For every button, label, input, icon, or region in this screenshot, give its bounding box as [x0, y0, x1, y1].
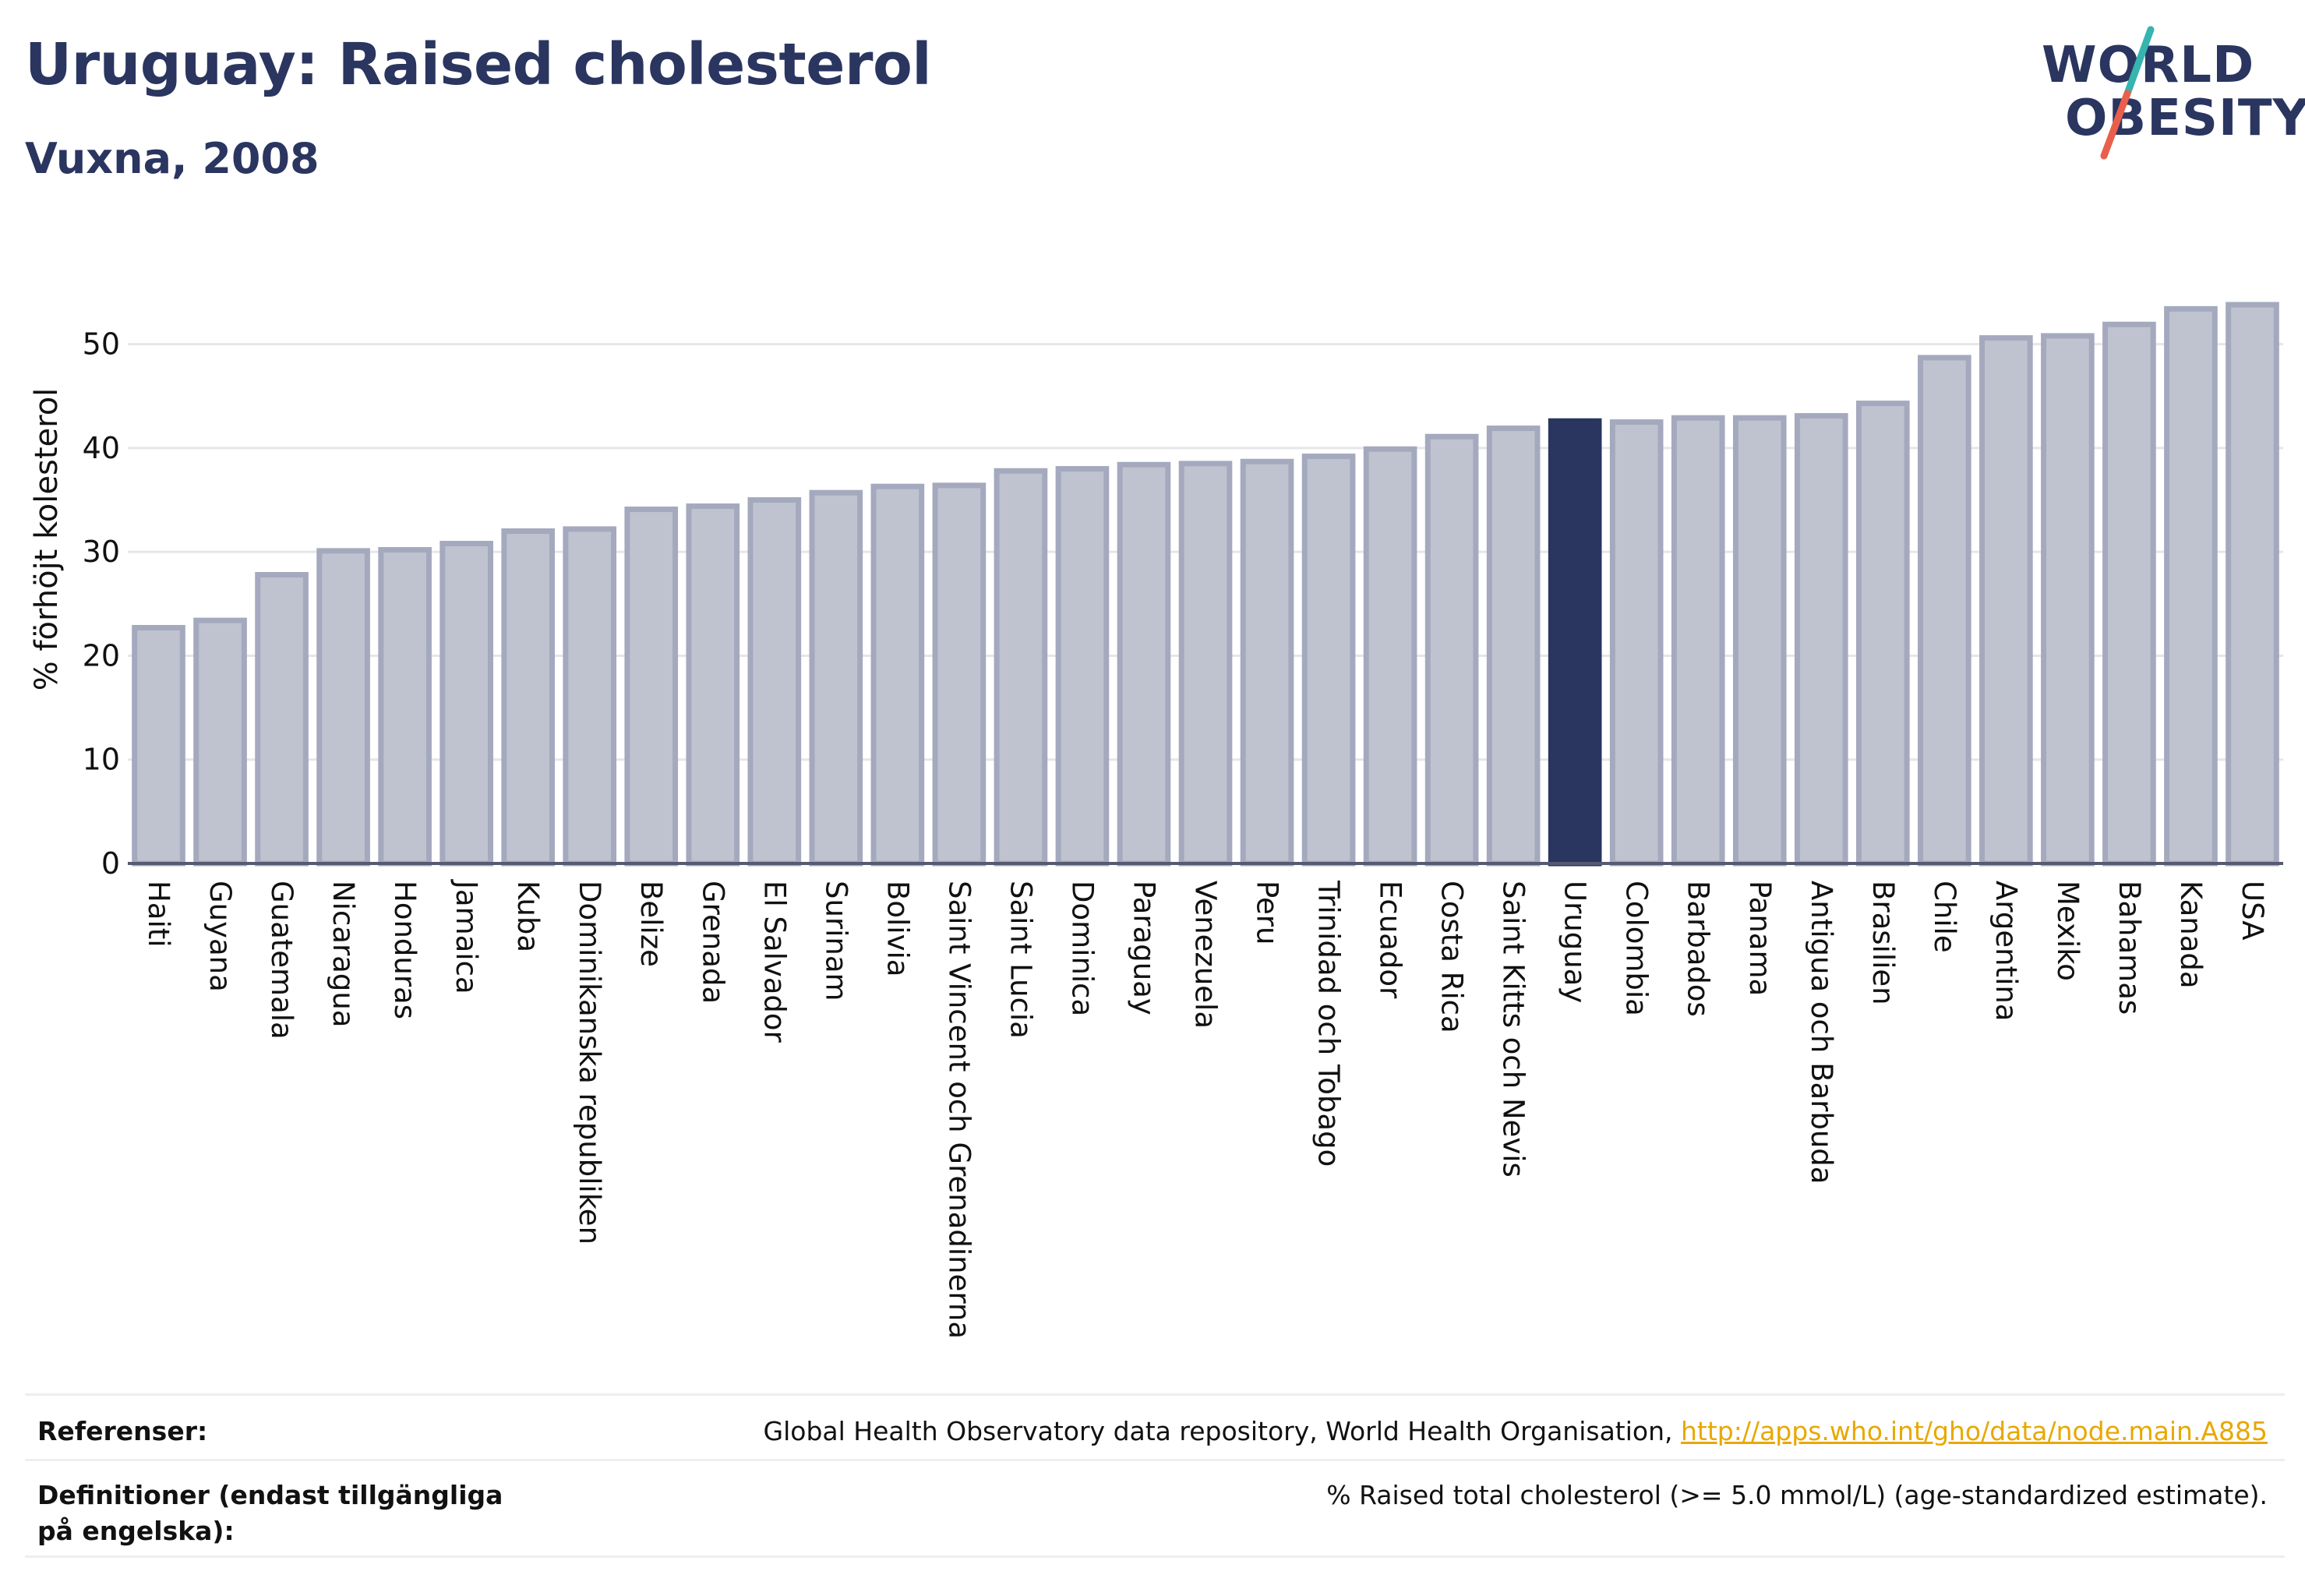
x-tick-label: Kuba	[511, 881, 545, 952]
x-tick-label: Dominikanska republiken	[573, 881, 606, 1245]
bar	[1794, 413, 1848, 867]
references-label: Referenser:	[37, 1416, 208, 1446]
references-link[interactable]: http://apps.who.int/gho/data/node.main.A…	[1680, 1416, 2268, 1446]
x-tick-label: Paraguay	[1127, 881, 1160, 1015]
x-tick-label: Kanada	[2174, 881, 2208, 989]
x-tick-label: Uruguay	[1558, 881, 1592, 1003]
bar	[255, 572, 309, 867]
x-tick-label: Saint Vincent och Grenadinerna	[942, 881, 976, 1339]
x-tick-label: Mexiko	[2051, 881, 2084, 981]
x-tick-label: Honduras	[388, 881, 422, 1019]
x-tick-label: Jamaica	[450, 879, 483, 994]
x-tick-label: Surinam	[819, 881, 852, 1001]
bar	[686, 503, 740, 867]
y-tick-label: 20	[83, 638, 120, 673]
bar	[1732, 415, 1787, 867]
bars	[132, 302, 2279, 867]
logo-slash-icon	[2100, 26, 2155, 160]
x-tick-label: Nicaragua	[327, 881, 360, 1027]
bar	[1240, 458, 1294, 867]
y-tick-label: 10	[83, 743, 120, 777]
y-tick-label: 0	[101, 846, 120, 881]
bar	[1486, 425, 1541, 867]
bar	[1979, 335, 2033, 867]
footer-divider-top	[25, 1393, 2285, 1396]
bar	[624, 507, 679, 867]
bar	[1178, 461, 1233, 867]
x-tick-label: Belize	[634, 881, 668, 967]
x-tick-label: Saint Kitts och Nevis	[1497, 881, 1530, 1178]
x-tick-label: Antigua och Barbuda	[1805, 881, 1838, 1184]
bar	[1301, 454, 1356, 867]
y-tick-label: 50	[83, 327, 120, 362]
x-tick-label: Argentina	[1989, 881, 2023, 1021]
bar	[2041, 333, 2095, 867]
bar	[1424, 433, 1479, 867]
x-tick-label: Chile	[1928, 881, 1961, 953]
x-axis-labels: Haiti Guyana Guatemala Nicaragua Honduras Jam…	[142, 879, 2269, 1339]
bar	[1055, 466, 1110, 867]
y-tick-label: 40	[83, 431, 120, 465]
bar	[2164, 305, 2218, 867]
bar	[316, 548, 370, 867]
logo-line-1: WORLD	[2042, 37, 2255, 94]
logo-line-2: OBESITY	[2065, 90, 2305, 147]
bar	[1363, 446, 1417, 867]
definitions-label: Definitioner (endast tillgängliga på eng…	[37, 1480, 503, 1546]
bar	[563, 526, 617, 867]
x-tick-label: Ecuador	[1374, 881, 1407, 999]
footer-divider-bottom	[25, 1555, 2285, 1558]
x-tick-label: Costa Rica	[1435, 881, 1469, 1033]
world-obesity-logo: WORLD OBESITY	[2026, 23, 2305, 164]
x-tick-label: Barbados	[1682, 881, 1715, 1017]
footer-divider-middle	[25, 1459, 2285, 1461]
bar	[1671, 415, 1725, 867]
x-tick-label: Brasilien	[1866, 881, 1900, 1005]
x-tick-label: Dominica	[1065, 881, 1099, 1016]
bar	[2226, 302, 2279, 867]
y-axis-ticks: 0 10 20 30 40 50	[83, 327, 120, 881]
bar-highlighted	[1548, 418, 1602, 867]
x-tick-label: Venezuela	[1189, 881, 1223, 1029]
x-tick-label: Colombia	[1620, 881, 1654, 1016]
x-tick-label: Saint Lucia	[1004, 881, 1037, 1039]
bar	[809, 489, 863, 867]
x-tick-label: Grenada	[696, 881, 729, 1004]
bar	[1918, 355, 1971, 867]
y-tick-label: 30	[83, 535, 120, 569]
x-tick-label: Haiti	[142, 881, 175, 948]
bar-chart: 0 10 20 30 40 50 Haiti Guyana Guatemala Nicaragu…	[29, 302, 2283, 1339]
x-tick-label: Panama	[1743, 881, 1777, 996]
x-tick-label: Bolivia	[881, 881, 914, 976]
page-title: Uruguay: Raised cholesterol	[25, 31, 932, 98]
x-tick-label: Trinidad och Tobago	[1312, 880, 1346, 1167]
bar	[2102, 321, 2156, 867]
x-tick-label: Peru	[1251, 881, 1284, 945]
y-axis-label: % förhöjt kolesterol	[29, 388, 65, 691]
bar	[1609, 419, 1664, 867]
references-value: Global Health Observatory data repositor…	[764, 1414, 2268, 1449]
bar	[378, 547, 432, 867]
x-tick-label: El Salvador	[757, 881, 791, 1043]
bar	[870, 483, 925, 867]
x-tick-label: Guyana	[203, 881, 237, 992]
x-tick-label: USA	[2236, 881, 2269, 941]
bar	[1117, 461, 1171, 867]
x-tick-label: Guatemala	[265, 881, 298, 1040]
bar	[747, 497, 802, 867]
bar	[1855, 401, 1910, 867]
references-text: Global Health Observatory data repositor…	[763, 1416, 1681, 1446]
bar	[439, 541, 493, 867]
x-tick-label: Bahamas	[2113, 881, 2146, 1015]
bar	[193, 617, 247, 867]
bar	[994, 468, 1048, 867]
bar	[932, 482, 987, 867]
bar	[501, 528, 556, 867]
definitions-value: % Raised total cholesterol (>= 5.0 mmol/…	[1326, 1480, 2268, 1510]
bar	[132, 624, 185, 867]
page-subtitle: Vuxna, 2008	[25, 134, 319, 183]
